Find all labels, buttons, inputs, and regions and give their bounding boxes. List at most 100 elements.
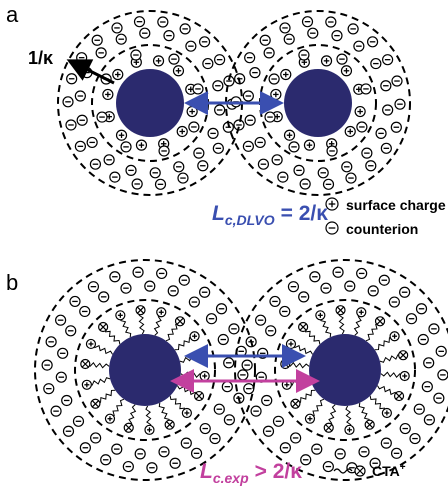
counterion (80, 306, 90, 316)
counterion (104, 155, 114, 165)
counterion (214, 404, 224, 414)
tail (92, 378, 110, 386)
counterion (63, 97, 73, 107)
counterion (243, 141, 253, 151)
subscript: c,DLVO (225, 212, 275, 228)
counterion (245, 53, 255, 63)
surface-charge (341, 66, 351, 76)
tail (380, 354, 398, 362)
counterion (368, 37, 378, 47)
surface-charge (400, 371, 409, 380)
counterion (132, 179, 142, 189)
particle (309, 334, 381, 406)
counterion (280, 306, 290, 316)
counterion (272, 155, 282, 165)
counterion (400, 424, 410, 434)
counterion (207, 314, 217, 324)
surface-charge (105, 414, 114, 423)
tail (305, 331, 320, 344)
counterion (242, 360, 252, 370)
legend-sup: + (400, 462, 406, 473)
counterion (357, 122, 367, 132)
counterion (327, 146, 337, 156)
counterion (189, 297, 199, 307)
counterion (289, 142, 299, 152)
tail (175, 337, 190, 349)
tail (146, 406, 151, 425)
counterion (158, 17, 168, 27)
counterion (112, 444, 122, 454)
surface-charge (99, 323, 108, 332)
counterion (262, 395, 272, 405)
surface-charge (81, 360, 90, 369)
counterion (126, 165, 136, 175)
counterion (245, 115, 255, 125)
counterion (278, 172, 288, 182)
tail (320, 321, 330, 338)
surface-charge (165, 420, 174, 429)
counterion (438, 370, 448, 380)
surface-charge (124, 423, 133, 432)
tail (294, 346, 312, 355)
counterion (273, 416, 283, 426)
tail (377, 386, 395, 395)
counterion (77, 53, 87, 63)
counterion (213, 143, 223, 153)
counterion (75, 141, 85, 151)
counterion (299, 50, 309, 60)
counterion (110, 172, 120, 182)
panel-label: a (6, 2, 19, 27)
surface-charge (200, 371, 209, 380)
counterion (333, 267, 343, 277)
counterion (140, 28, 150, 38)
counterion (101, 455, 111, 465)
counterion (63, 426, 73, 436)
surface-charge (116, 311, 125, 320)
counterion (434, 393, 444, 403)
counterion (215, 55, 225, 65)
counterion (323, 179, 333, 189)
surface-charge (195, 392, 204, 401)
counterion (414, 404, 424, 414)
counterion (164, 31, 174, 41)
surface-charge (316, 311, 325, 320)
surface-charge (365, 420, 374, 429)
counterion (400, 287, 410, 297)
particle (109, 334, 181, 406)
tail (290, 363, 309, 368)
counterion (222, 382, 232, 392)
counterion (345, 281, 355, 291)
counterion (299, 292, 309, 302)
surface-charge (91, 399, 100, 408)
counterion (418, 335, 428, 345)
counterion (381, 438, 391, 448)
surface-charge (399, 351, 408, 360)
tail (120, 321, 130, 338)
counterion (135, 17, 145, 27)
counterion (198, 161, 208, 171)
counterion (159, 146, 169, 156)
counterion (229, 324, 239, 334)
surface-charge (86, 339, 95, 348)
counterion (366, 161, 376, 171)
counterion (58, 348, 68, 358)
counterion (169, 54, 179, 64)
counterion (203, 59, 213, 69)
counterion (46, 337, 56, 347)
surface-charge (355, 107, 365, 117)
subscript: c.exp (213, 470, 249, 486)
counterion (62, 395, 72, 405)
particle (116, 69, 184, 137)
tail (355, 316, 361, 335)
counterion (178, 173, 188, 183)
counterion (357, 268, 367, 278)
tail (181, 372, 200, 377)
counterion (194, 148, 204, 158)
counterion (92, 35, 102, 45)
counterion (121, 142, 131, 152)
counterion (361, 84, 371, 94)
surface-charge (355, 466, 365, 476)
counterion (379, 275, 389, 285)
surface-charge (281, 360, 290, 369)
tail (105, 331, 120, 344)
